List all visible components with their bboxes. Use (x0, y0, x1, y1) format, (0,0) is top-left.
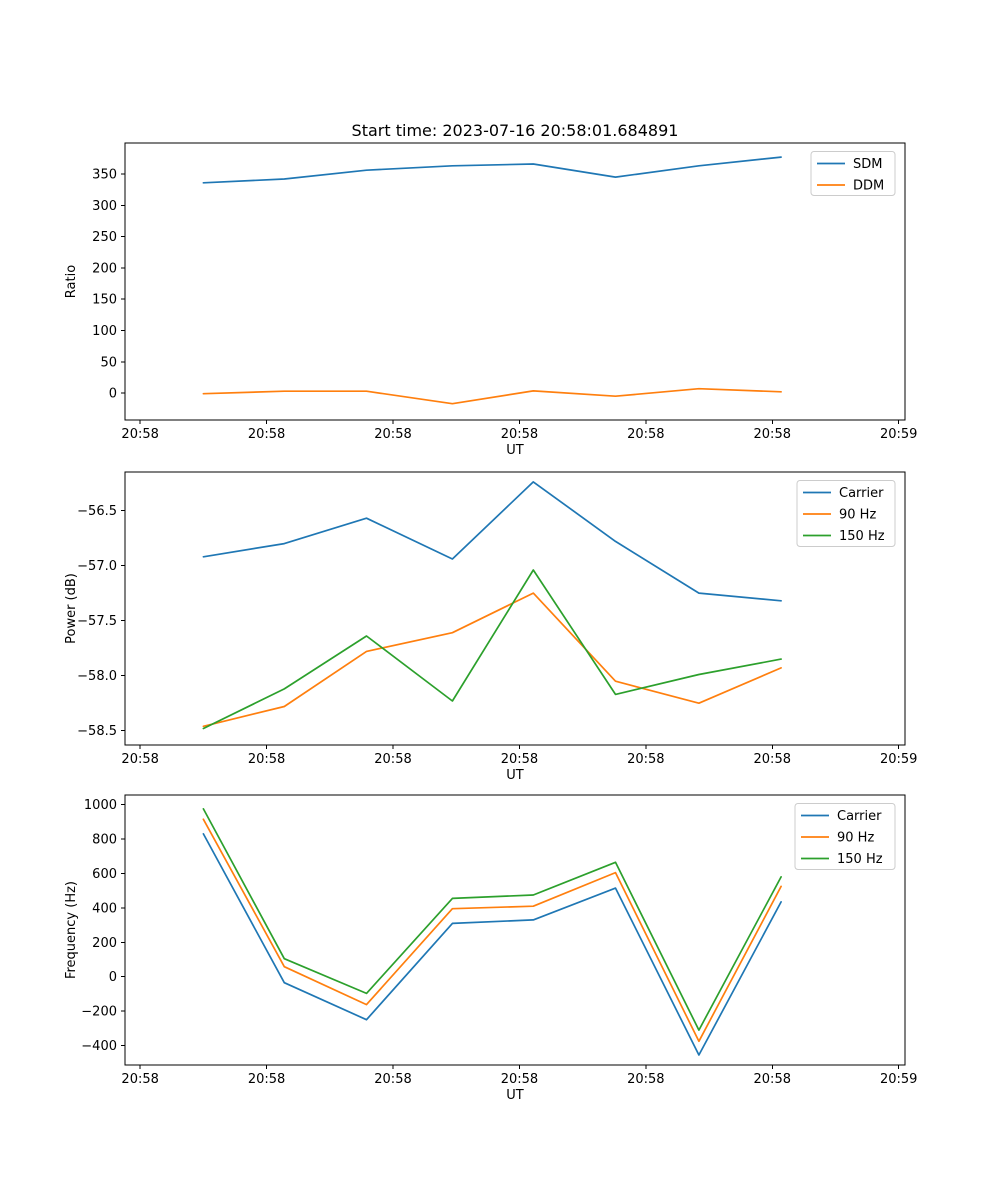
y-tick-label: −400 (81, 1039, 117, 1054)
x-tick-label: 20:59 (880, 1072, 917, 1087)
legend-item-150-hz: 150 Hz (803, 529, 885, 544)
x-tick-label: 20:58 (627, 427, 664, 442)
x-tick-label: 20:58 (248, 752, 285, 767)
y-tick-label: 350 (92, 167, 117, 182)
x-tick-label: 20:58 (501, 752, 538, 767)
series-line-90-hz (202, 818, 782, 1043)
legend-box (794, 803, 896, 870)
legend-item-sdm: SDM (817, 157, 882, 172)
x-tick-label: 20:58 (754, 752, 791, 767)
axes-frame (124, 794, 906, 1066)
x-tick-label: 20:59 (880, 752, 917, 767)
y-tick-label: −57.5 (77, 614, 117, 629)
legend-item-ddm: DDM (817, 179, 884, 194)
y-tick-label: −200 (81, 1005, 117, 1020)
x-tick-label: 20:58 (248, 427, 285, 442)
legend-item-label: 90 Hz (839, 508, 876, 523)
legend-item-90-hz: 90 Hz (803, 508, 876, 523)
y-tick-label: 1000 (84, 798, 117, 813)
y-tick-label: −56.5 (77, 504, 117, 519)
x-tick-label: 20:58 (754, 427, 791, 442)
legend: Carrier 90 Hz 150 Hz (796, 480, 896, 547)
legend-item-label: DDM (853, 179, 884, 194)
series-line-90-hz (202, 592, 782, 728)
x-axis-label: UT (506, 443, 524, 458)
legend: Carrier 90 Hz 150 Hz (794, 803, 896, 870)
y-tick-label: 50 (100, 355, 117, 370)
legend-item-label: Carrier (837, 809, 882, 824)
legend-item-label: 150 Hz (837, 852, 883, 867)
x-tick-label: 20:58 (374, 1072, 411, 1087)
series-line-carrier (202, 833, 782, 1056)
legend-box (796, 480, 896, 547)
x-tick-label: 20:58 (627, 752, 664, 767)
y-tick-label: 0 (109, 387, 117, 402)
y-tick-label: 300 (92, 199, 117, 214)
x-tick-label: 20:58 (501, 1072, 538, 1087)
y-tick-label: 200 (92, 936, 117, 951)
legend-item-carrier: Carrier (803, 486, 884, 501)
y-tick-label: 200 (92, 261, 117, 276)
x-tick-label: 20:58 (121, 752, 158, 767)
x-tick-label: 20:58 (248, 1072, 285, 1087)
x-tick-label: 20:58 (374, 752, 411, 767)
x-axis-label: UT (506, 1088, 524, 1103)
legend-item-150-hz: 150 Hz (801, 852, 883, 867)
x-tick-label: 20:58 (121, 427, 158, 442)
legend-item-label: SDM (853, 157, 882, 172)
y-tick-label: −57.0 (77, 559, 117, 574)
x-tick-label: 20:58 (627, 1072, 664, 1087)
y-tick-label: 100 (92, 324, 117, 339)
y-tick-label: 400 (92, 901, 117, 916)
y-tick-label: 250 (92, 230, 117, 245)
y-tick-label: 800 (92, 833, 117, 848)
x-axis-label: UT (506, 768, 524, 783)
series-line-carrier (202, 481, 782, 602)
series-line-150-hz (202, 808, 782, 1031)
y-tick-label: 600 (92, 867, 117, 882)
legend-item-carrier: Carrier (801, 809, 882, 824)
y-axis-label: Ratio (64, 265, 79, 298)
x-tick-label: 20:59 (880, 427, 917, 442)
y-tick-label: 0 (109, 970, 117, 985)
series-line-150-hz (202, 569, 782, 730)
x-tick-label: 20:58 (121, 1072, 158, 1087)
y-tick-label: −58.0 (77, 669, 117, 684)
y-tick-label: −58.5 (77, 724, 117, 739)
axes-frame (124, 142, 906, 421)
x-tick-label: 20:58 (374, 427, 411, 442)
legend: SDM DDM (810, 151, 896, 196)
y-axis-label: Frequency (Hz) (64, 881, 79, 979)
legend-item-90-hz: 90 Hz (801, 831, 874, 846)
legend-item-label: 150 Hz (839, 529, 885, 544)
figure-title: Start time: 2023-07-16 20:58:01.684891 (351, 121, 679, 140)
x-tick-label: 20:58 (501, 427, 538, 442)
legend-item-label: Carrier (839, 486, 884, 501)
y-axis-label: Power (dB) (64, 573, 79, 644)
y-tick-label: 150 (92, 293, 117, 308)
series-line-sdm (202, 156, 782, 184)
series-line-ddm (202, 387, 782, 405)
x-tick-label: 20:58 (754, 1072, 791, 1087)
axes-frame (124, 471, 906, 746)
legend-item-label: 90 Hz (837, 831, 874, 846)
